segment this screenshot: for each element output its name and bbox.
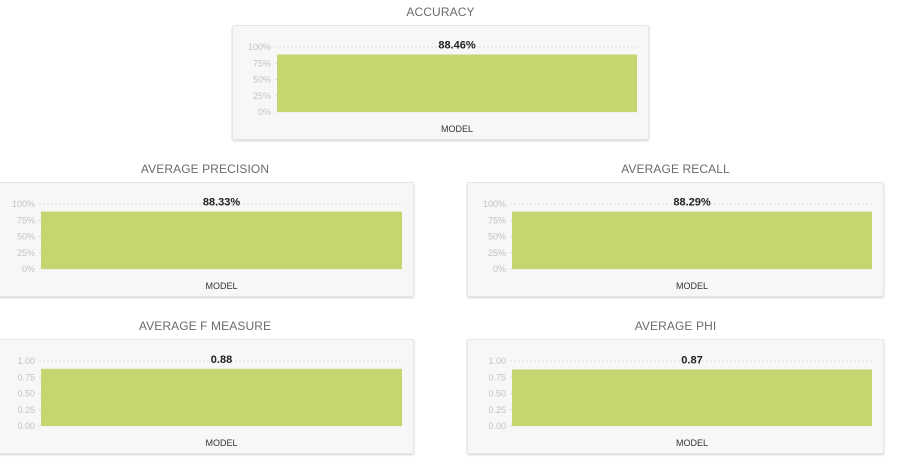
x-category-label: MODEL — [205, 438, 237, 448]
y-tick-label: 100% — [483, 199, 506, 209]
y-tick-label: 25% — [253, 91, 271, 101]
chart-title: AVERAGE F MEASURE — [138, 319, 272, 333]
y-tick-label: 25% — [17, 248, 35, 258]
chart-title: AVERAGE PHI — [634, 319, 717, 333]
y-tick-label: 75% — [17, 215, 35, 225]
x-category-label: MODEL — [676, 438, 708, 448]
chart-plot: 1.00 0.75 0.50 0.25 0.00 0.87 MODEL — [488, 354, 872, 448]
y-tick-label: 0.00 — [488, 421, 506, 431]
y-tick-label: 75% — [488, 215, 506, 225]
chart-plot: 100% 75% 50% 25% 0% 88.46% MODEL — [248, 40, 637, 134]
y-tick-label: 0.50 — [488, 389, 506, 399]
chart-title: ACCURACY — [406, 5, 475, 19]
value-label: 0.88 — [211, 354, 232, 366]
chart-plot: 100% 75% 50% 25% 0% 88.33% MODEL — [12, 197, 402, 291]
y-tick-label: 100% — [248, 42, 271, 52]
y-tick-label: 100% — [12, 199, 35, 209]
chart-plot: 1.00 0.75 0.50 0.25 0.00 0.88 MODEL — [17, 354, 402, 448]
y-tick-label: 0.75 — [17, 372, 35, 382]
y-tick-label: 0% — [258, 107, 271, 117]
average-precision-chart: AVERAGE PRECISION 100% 75% 50% 25% 0% 88.33% M… — [0, 157, 414, 297]
y-tick-label: 0.00 — [17, 421, 35, 431]
chart-title: AVERAGE PRECISION — [140, 162, 270, 176]
x-category-label: MODEL — [441, 124, 473, 134]
bar — [512, 211, 872, 269]
accuracy-chart: ACCURACY 100% 75% 50% 25% 0% 88.46% MODEL — [232, 0, 649, 140]
y-tick-label: 1.00 — [17, 356, 35, 366]
x-category-label: MODEL — [205, 281, 237, 291]
y-tick-label: 0.75 — [488, 372, 506, 382]
bar — [277, 54, 637, 112]
average-f-measure-chart: AVERAGE F MEASURE 1.00 0.75 0.50 0.25 0.00 0.… — [0, 314, 414, 454]
y-tick-label: 0.50 — [17, 389, 35, 399]
value-label: 0.87 — [681, 354, 702, 366]
y-tick-label: 75% — [253, 58, 271, 68]
y-tick-label: 50% — [253, 75, 271, 85]
chart-card: 100% 75% 50% 25% 0% 88.46% MODEL — [232, 25, 649, 140]
y-tick-label: 25% — [488, 248, 506, 258]
chart-plot: 100% 75% 50% 25% 0% 88.29% MODEL — [483, 197, 872, 291]
bar — [512, 369, 872, 426]
average-recall-chart: AVERAGE RECALL 100% 75% 50% 25% 0% 88.29% MODE… — [467, 157, 884, 297]
chart-card: 100% 75% 50% 25% 0% 88.29% MODEL — [467, 182, 884, 297]
y-tick-label: 0% — [493, 264, 506, 274]
value-label: 88.33% — [203, 197, 241, 209]
value-label: 88.29% — [673, 197, 711, 209]
y-tick-label: 50% — [17, 232, 35, 242]
value-label: 88.46% — [438, 40, 476, 52]
chart-card: 1.00 0.75 0.50 0.25 0.00 0.87 MODEL — [467, 339, 884, 454]
bar — [41, 211, 402, 269]
chart-card: 100% 75% 50% 25% 0% 88.33% MODEL — [0, 182, 414, 297]
y-tick-label: 0.25 — [488, 405, 506, 415]
bar — [41, 368, 402, 426]
y-tick-label: 1.00 — [488, 356, 506, 366]
chart-card: 1.00 0.75 0.50 0.25 0.00 0.88 MODEL — [0, 339, 414, 454]
y-tick-label: 0.25 — [17, 405, 35, 415]
y-tick-label: 0% — [22, 264, 35, 274]
average-phi-chart: AVERAGE PHI 1.00 0.75 0.50 0.25 0.00 0.87 MODE… — [467, 314, 884, 454]
y-tick-label: 50% — [488, 232, 506, 242]
x-category-label: MODEL — [676, 281, 708, 291]
chart-title: AVERAGE RECALL — [621, 162, 730, 176]
